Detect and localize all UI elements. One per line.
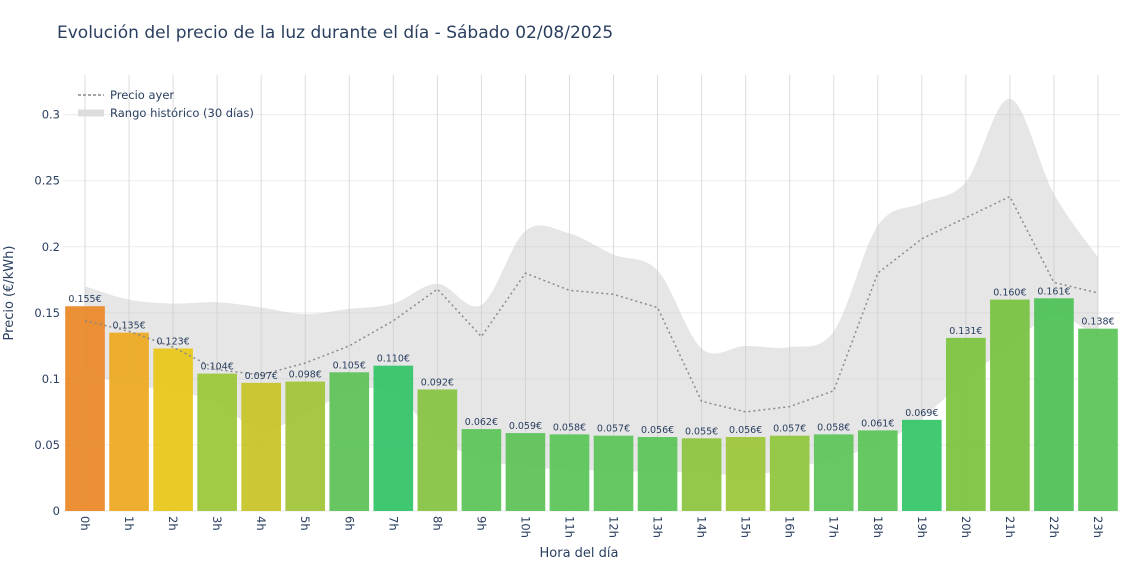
bar-8h [417, 389, 458, 511]
bar-12h [593, 435, 634, 511]
y-tick-label: 0.2 [42, 240, 60, 254]
bar-13h [637, 437, 678, 511]
yesterday-price-polyline [84, 195, 1099, 413]
legend-yesterday-label: Precio ayer [110, 88, 174, 102]
y-tick-label: 0.3 [42, 108, 60, 122]
bar-15h [725, 437, 766, 511]
legend: Precio ayer Rango histórico (30 días) [78, 88, 254, 120]
bar-2h [153, 348, 193, 511]
bar-value-label: 0.098€ [289, 370, 322, 381]
bar-17h [813, 434, 854, 511]
bar-value-label: 0.092€ [421, 377, 454, 388]
x-tick-label: 14h [695, 516, 709, 538]
bar-value-label: 0.058€ [553, 422, 586, 433]
y-axis-label: Precio (€/kWh) [2, 246, 17, 341]
bar-10h [505, 433, 546, 511]
x-ticks: 0h 1h 2h 3h 4h 5h 6h 7h 8h 9h 10h 11h 12h 13h 14h 15h 16… [78, 516, 1105, 538]
bar-5h [285, 381, 326, 511]
bar-21h [990, 299, 1030, 511]
x-tick-label: 8h [430, 516, 444, 531]
x-tick-label: 20h [959, 516, 973, 538]
x-tick-label: 12h [607, 516, 621, 538]
x-tick-label: 1h [122, 516, 136, 531]
x-axis-label: Hora del día [540, 546, 619, 561]
bar-value-label: 0.061€ [861, 418, 894, 429]
bar-4h [241, 382, 282, 511]
legend-range-label: Rango histórico (30 días) [110, 106, 254, 120]
bar-value-label: 0.057€ [773, 424, 806, 435]
bar-value-label: 0.105€ [333, 360, 366, 371]
bars [65, 298, 1118, 511]
x-tick-label: 23h [1091, 516, 1105, 538]
bar-value-label: 0.160€ [993, 288, 1026, 299]
bar-14h [681, 438, 722, 511]
x-tick-label: 4h [254, 516, 268, 531]
bar-value-label: 0.069€ [905, 408, 938, 419]
x-tick-label: 19h [915, 516, 929, 538]
chart-title: Evolución del precio de la luz durante e… [57, 23, 613, 43]
y-tick-label: 0.05 [34, 438, 60, 452]
bar-value-label: 0.123€ [156, 336, 189, 347]
y-tick-label: 0.15 [34, 306, 60, 320]
x-tick-label: 18h [871, 516, 885, 538]
bar-value-label: 0.062€ [465, 417, 498, 428]
x-tick-label: 21h [1003, 516, 1017, 538]
yesterday-price-line [84, 195, 1099, 413]
x-tick-label: 2h [166, 516, 180, 531]
bar-value-label: 0.155€ [68, 294, 101, 305]
bar-11h [549, 434, 590, 511]
bar-19h [901, 419, 942, 511]
bar-value-label: 0.138€ [1081, 317, 1114, 328]
y-ticks: 0 0.05 0.1 0.15 0.2 0.25 0.3 [34, 108, 60, 518]
x-tick-label: 5h [298, 516, 312, 531]
bar-value-label: 0.131€ [949, 326, 982, 337]
x-tick-label: 0h [78, 516, 92, 531]
bar-value-label: 0.161€ [1037, 286, 1070, 297]
bar-value-label: 0.055€ [685, 426, 718, 437]
x-tick-label: 9h [474, 516, 488, 531]
x-tick-label: 10h [518, 516, 532, 538]
bar-9h [461, 429, 502, 511]
bar-labels: 0.155€ 0.135€ 0.123€ 0.104€ 0.097€ 0.098€ 0.10… [68, 286, 1114, 437]
y-tick-label: 0.25 [34, 174, 60, 188]
bar-7h [373, 365, 414, 511]
bar-20h [946, 337, 986, 511]
bar-6h [329, 372, 370, 511]
x-tick-label: 17h [827, 516, 841, 538]
y-tick-label: 0.1 [42, 372, 60, 386]
y-tick-label: 0 [53, 504, 60, 518]
bar-3h [197, 373, 237, 511]
bar-value-label: 0.057€ [597, 424, 630, 435]
bar-value-label: 0.059€ [509, 421, 542, 432]
x-tick-label: 3h [210, 516, 224, 531]
bar-value-label: 0.056€ [729, 425, 762, 436]
bar-value-label: 0.097€ [245, 371, 278, 382]
bar-value-label: 0.110€ [377, 354, 410, 365]
bar-value-label: 0.135€ [112, 321, 145, 332]
bar-16h [769, 435, 810, 511]
x-tick-label: 7h [386, 516, 400, 531]
x-tick-label: 11h [562, 516, 576, 538]
bar-value-label: 0.104€ [201, 362, 234, 373]
bar-22h [1034, 298, 1074, 511]
bar-18h [857, 430, 898, 511]
bar-value-label: 0.056€ [641, 425, 674, 436]
x-tick-label: 22h [1047, 516, 1061, 538]
bar-23h [1078, 328, 1118, 511]
bar-1h [109, 332, 149, 511]
x-tick-label: 16h [783, 516, 797, 538]
bar-value-label: 0.058€ [817, 422, 850, 433]
x-tick-label: 15h [739, 516, 753, 538]
bar-0h [65, 306, 105, 511]
x-tick-label: 6h [342, 516, 356, 531]
x-tick-label: 13h [651, 516, 665, 538]
